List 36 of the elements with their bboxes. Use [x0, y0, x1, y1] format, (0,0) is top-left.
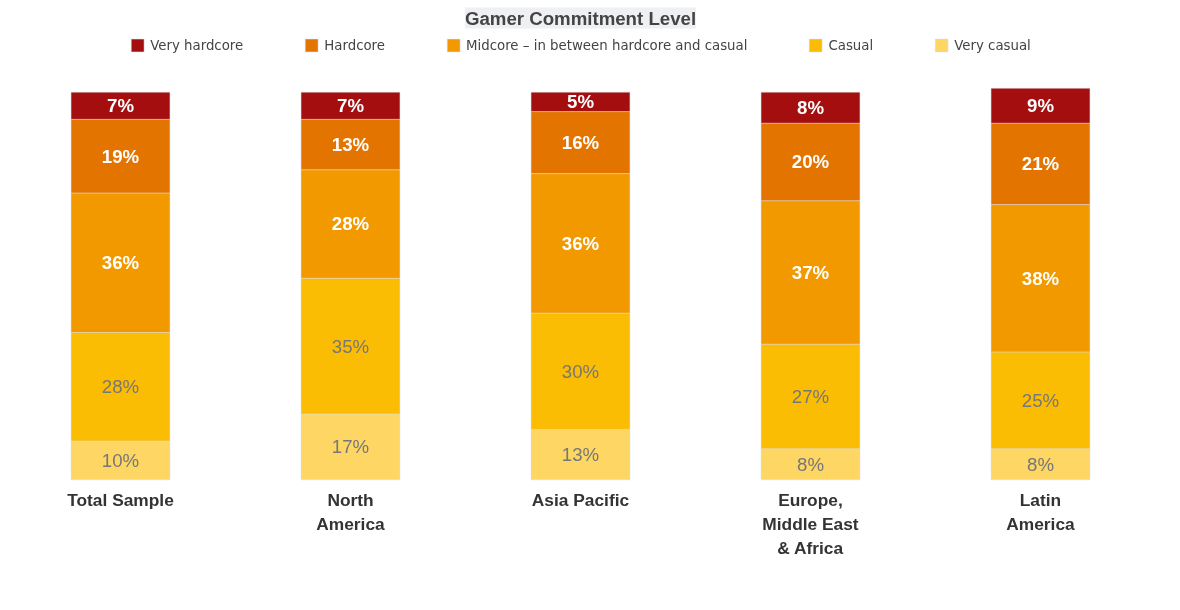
x-tick-label: North America: [316, 490, 386, 535]
legend-label: Casual: [828, 37, 874, 53]
data-label: 37%: [791, 261, 830, 283]
data-label: 7%: [107, 95, 135, 117]
data-label: 28%: [101, 376, 140, 398]
data-label: 16%: [561, 132, 600, 154]
data-label: 36%: [561, 232, 600, 254]
data-label: 5%: [567, 91, 595, 113]
legend-label: Very casual: [954, 37, 1031, 53]
data-label: 8%: [1027, 453, 1054, 475]
data-label: 8%: [797, 453, 824, 475]
data-label: 25%: [1021, 389, 1060, 411]
data-label: 13%: [561, 444, 600, 466]
data-label: 10%: [101, 449, 140, 471]
legend-label: Hardcore: [324, 37, 386, 53]
data-label: 7%: [337, 95, 365, 117]
data-label: 9%: [1027, 95, 1055, 117]
legend-label: Very hardcore: [150, 37, 244, 53]
data-label: 21%: [1021, 153, 1060, 175]
data-label: 30%: [561, 360, 600, 382]
x-tick-label: Latin America: [1006, 490, 1076, 535]
data-label: 20%: [791, 151, 830, 173]
data-label: 35%: [331, 335, 370, 357]
x-tick-label: Total Sample: [67, 490, 175, 511]
data-label: 17%: [331, 436, 370, 458]
x-tick-label: Asia Pacific: [531, 490, 630, 511]
data-label: 13%: [331, 134, 370, 156]
data-label: 38%: [1021, 267, 1060, 289]
data-label: 19%: [101, 145, 140, 167]
legend-label: Midcore – in between hardcore and casual: [466, 37, 748, 53]
data-label: 28%: [331, 213, 370, 235]
x-tick-label: Europe, Middle East & Africa: [762, 490, 859, 559]
data-label: 36%: [101, 252, 140, 274]
chart-title: Gamer Commitment Level: [464, 7, 697, 29]
data-label: 27%: [791, 385, 830, 407]
data-label: 8%: [797, 97, 825, 119]
